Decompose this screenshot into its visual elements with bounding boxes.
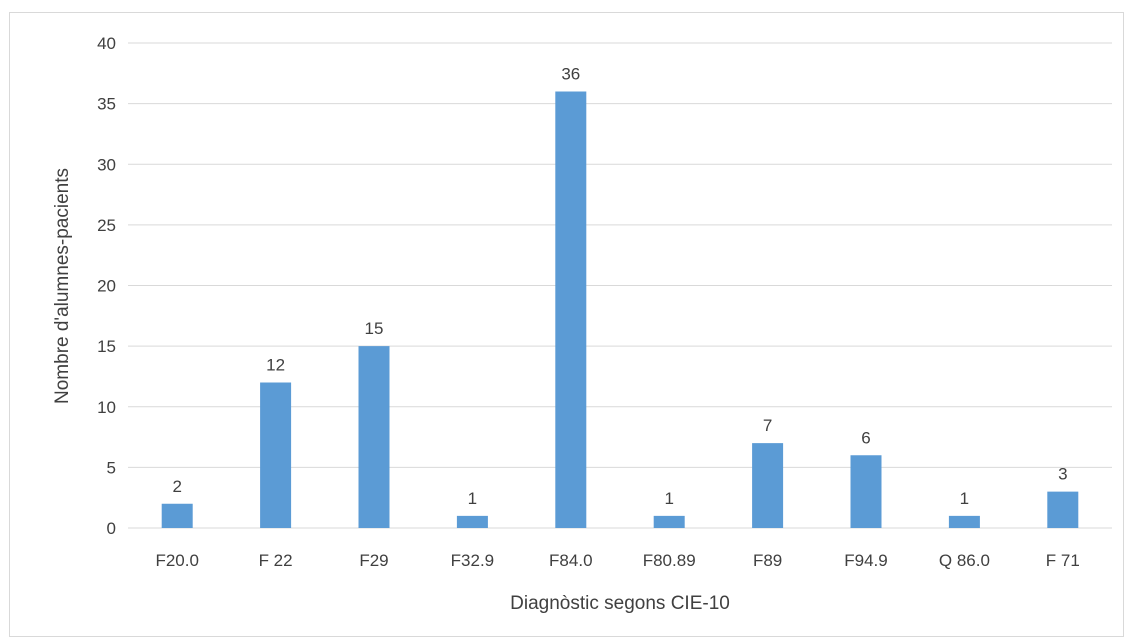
y-tick-label: 15: [97, 337, 116, 356]
bars: [161, 91, 1079, 528]
bar: [456, 515, 488, 528]
x-tick-label: F29: [359, 551, 388, 570]
bar: [948, 515, 980, 528]
x-tick-label: F84.0: [549, 551, 592, 570]
data-label: 6: [861, 428, 870, 447]
bar: [358, 346, 390, 528]
bar: [850, 455, 882, 528]
data-label: 12: [266, 356, 285, 375]
x-tick-label: Q 86.0: [939, 551, 990, 570]
x-tick-label: F80.89: [643, 551, 696, 570]
x-tick-label: F 71: [1046, 551, 1080, 570]
y-tick-label: 30: [97, 155, 116, 174]
bar: [161, 503, 193, 528]
y-tick-label: 35: [97, 95, 116, 114]
data-label: 7: [763, 416, 772, 435]
bar: [260, 382, 292, 528]
y-axis-ticks: 0 5 10 15 20 25 30 35 40: [97, 34, 116, 538]
y-tick-label: 0: [107, 519, 116, 538]
x-tick-label: F 22: [259, 551, 293, 570]
data-label: 1: [664, 489, 673, 508]
data-label: 2: [172, 477, 181, 496]
x-axis-ticks: F20.0 F 22 F29 F32.9 F84.0 F80.89 F89 F94.9 Q 86…: [155, 551, 1079, 570]
y-tick-label: 40: [97, 34, 116, 53]
gridlines: [128, 42, 1112, 529]
data-labels: 2 12 15 1 36 1 7 6 1 3: [172, 65, 1067, 508]
bar: [653, 515, 685, 528]
data-label: 36: [561, 65, 580, 84]
x-tick-label: F32.9: [451, 551, 494, 570]
y-tick-label: 5: [107, 458, 116, 477]
data-label: 1: [468, 489, 477, 508]
y-tick-label: 10: [97, 398, 116, 417]
y-axis-title: Nombre d'alumnes-pacients: [52, 168, 73, 404]
data-label: 3: [1058, 465, 1067, 484]
x-tick-label: F20.0: [155, 551, 198, 570]
x-tick-label: F94.9: [844, 551, 887, 570]
x-axis-title: Diagnòstic segons CIE-10: [510, 593, 730, 614]
bar: [752, 443, 784, 528]
bar: [1047, 491, 1079, 528]
data-label: 1: [960, 489, 969, 508]
y-tick-label: 20: [97, 277, 116, 296]
data-label: 15: [365, 319, 384, 338]
x-tick-label: F89: [753, 551, 782, 570]
bar: [555, 91, 587, 528]
y-tick-label: 25: [97, 216, 116, 235]
